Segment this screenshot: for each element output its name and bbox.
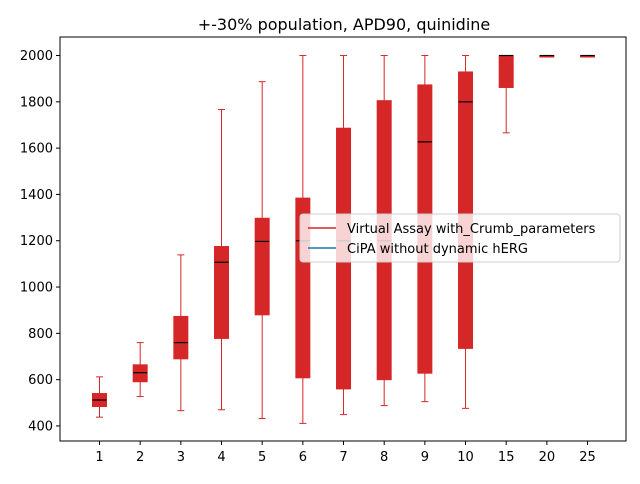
x-tick-label: 4 xyxy=(217,450,225,465)
y-tick-label: 2000 xyxy=(20,49,53,64)
y-tick-label: 800 xyxy=(28,327,53,342)
x-tick-label: 10 xyxy=(457,450,474,465)
box-body xyxy=(173,315,189,360)
legend: Virtual Assay with_Crumb_parameters CiPA… xyxy=(299,213,621,263)
legend-label-cipa: CiPA without dynamic hERG xyxy=(347,242,528,257)
y-tick-label: 1200 xyxy=(20,234,53,249)
y-tick-label: 400 xyxy=(28,419,53,434)
box-5 xyxy=(254,81,270,420)
box-3 xyxy=(173,254,189,412)
box-body xyxy=(214,246,230,339)
axes: 400 600 800 1000 1200 1400 1600 1800 2000 1 2 3 4 5 6 7… xyxy=(20,36,627,465)
box-4 xyxy=(214,108,230,411)
box-2 xyxy=(132,342,148,398)
x-tick-label: 3 xyxy=(177,450,185,465)
plot-frame xyxy=(59,36,627,442)
x-tick-label: 1 xyxy=(95,450,103,465)
y-tick-label: 1800 xyxy=(20,95,53,110)
x-tick-label: 5 xyxy=(258,450,266,465)
box-body xyxy=(458,71,474,349)
chart-title: +-30% population, APD90, quinidine xyxy=(198,15,491,34)
x-tick-label: 9 xyxy=(421,450,429,465)
x-tick-label: 15 xyxy=(498,450,515,465)
x-tick-label: 25 xyxy=(579,450,596,465)
box-20 xyxy=(539,54,555,58)
x-tick-label: 2 xyxy=(136,450,144,465)
x-tick-label: 20 xyxy=(539,450,556,465)
x-tick-label: 6 xyxy=(299,450,307,465)
box-body xyxy=(498,55,514,88)
box-25 xyxy=(580,54,596,58)
box-10 xyxy=(458,55,474,409)
box-1 xyxy=(92,376,107,418)
y-tick-label: 1000 xyxy=(20,281,53,296)
x-tick-label: 8 xyxy=(380,450,388,465)
box-15 xyxy=(498,54,514,134)
box-body xyxy=(254,217,270,316)
legend-label-virtual-assay: Virtual Assay with_Crumb_parameters xyxy=(347,222,596,237)
legend-frame xyxy=(299,213,621,263)
y-tick-label: 600 xyxy=(28,373,53,388)
y-tick-label: 1400 xyxy=(20,188,53,203)
y-tick-label: 1600 xyxy=(20,142,53,157)
x-tick-label: 7 xyxy=(339,450,347,465)
